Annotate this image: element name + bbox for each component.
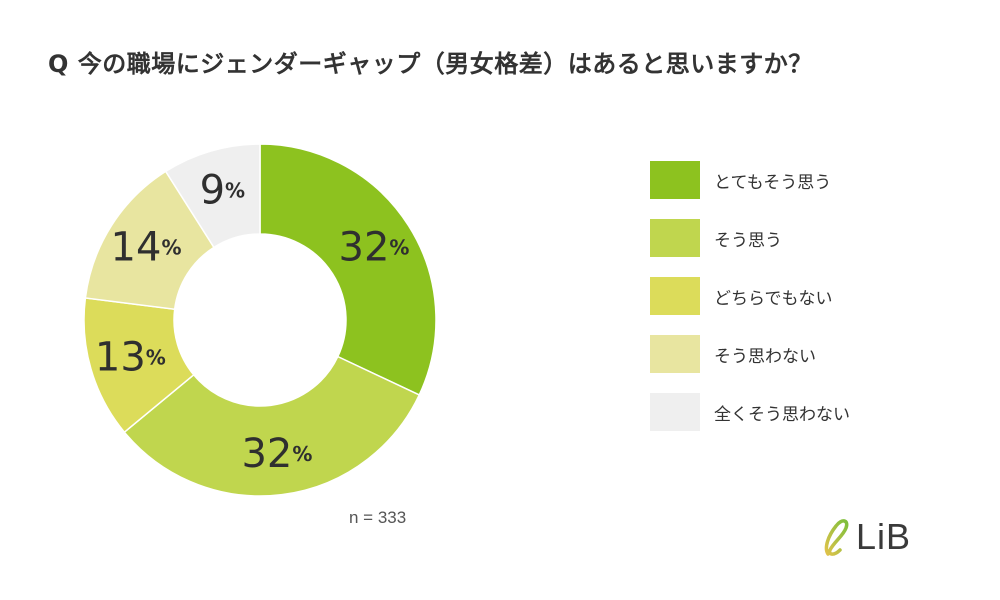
leaf-l-icon bbox=[824, 519, 849, 556]
logo-text: LiB bbox=[856, 516, 912, 557]
legend-label: 全くそう思わない bbox=[714, 404, 850, 425]
data-label-strongly-disagree: 9% bbox=[200, 167, 246, 213]
legend-item: 全くそう思わない bbox=[650, 393, 850, 431]
data-label-disagree: 14% bbox=[111, 225, 182, 271]
slice-agree bbox=[123, 355, 421, 497]
slice-disagree bbox=[84, 170, 215, 311]
legend-item: どちらでもない bbox=[650, 277, 850, 315]
legend-label: どちらでもない bbox=[714, 288, 833, 309]
chart-title: Q 今の職場にジェンダーギャップ（男女格差）はあると思いますか？ bbox=[48, 50, 813, 78]
legend-swatch bbox=[650, 277, 700, 315]
donut-chart: 32% 32% 13% 14% 9% bbox=[83, 143, 437, 497]
legend-item: そう思わない bbox=[650, 335, 850, 373]
legend-swatch bbox=[650, 393, 700, 431]
legend-swatch bbox=[650, 335, 700, 373]
sample-size: n = 333 bbox=[349, 508, 407, 527]
legend: とてもそう思う そう思う どちらでもない そう思わない 全くそう思わない bbox=[650, 161, 850, 451]
data-label-neutral: 13% bbox=[95, 335, 166, 381]
data-label-strongly-agree: 32% bbox=[339, 225, 410, 271]
legend-swatch bbox=[650, 219, 700, 257]
slice-strongly-agree bbox=[259, 143, 437, 396]
data-label-agree: 32% bbox=[241, 431, 312, 477]
lib-logo: LiB bbox=[822, 516, 911, 558]
legend-label: とてもそう思う bbox=[714, 172, 832, 193]
legend-label: そう思う bbox=[714, 230, 782, 251]
slice-strongly-disagree bbox=[164, 143, 261, 249]
legend-swatch bbox=[650, 161, 700, 199]
legend-item: とてもそう思う bbox=[650, 161, 850, 199]
legend-item: そう思う bbox=[650, 219, 850, 257]
legend-label: そう思わない bbox=[714, 346, 816, 367]
